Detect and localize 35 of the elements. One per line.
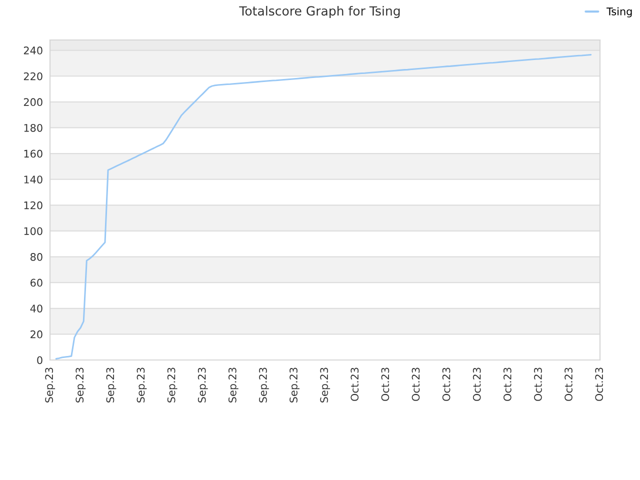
y-tick-label: 40 <box>30 304 42 312</box>
x-tick-label: Oct.23 <box>412 368 420 401</box>
x-tick-label: Oct.23 <box>564 368 572 401</box>
y-tick-label: 120 <box>24 201 42 210</box>
legend-label: Tsing <box>606 7 632 18</box>
y-tick-label: 20 <box>30 330 42 338</box>
x-tick-label: Sep.23 <box>290 368 300 402</box>
y-tick-label: 240 <box>24 46 42 54</box>
x-tick-label: Oct.23 <box>503 368 512 401</box>
x-tick-label: Sep.23 <box>198 368 208 402</box>
x-tick-label: Sep.23 <box>320 368 330 402</box>
y-tick-label: 0 <box>37 356 42 364</box>
x-tick-label: Sep.23 <box>136 368 147 402</box>
chart-title: Totalscore Graph for Tsing <box>239 6 400 18</box>
x-tick-label: Oct.23 <box>381 368 390 401</box>
x-tick-label: Sep.23 <box>259 368 269 402</box>
x-tick-label: Oct.23 <box>534 368 542 401</box>
x-tick-label: Oct.23 <box>472 368 481 401</box>
line-series <box>55 54 592 360</box>
x-tick-label: Sep.23 <box>76 368 86 402</box>
x-tick-label: Oct.23 <box>350 368 359 401</box>
y-tick-label: 160 <box>24 150 42 158</box>
x-tick-label: Sep.23 <box>167 368 178 402</box>
y-tick-label: 180 <box>24 124 42 132</box>
y-tick-label: 200 <box>24 98 42 106</box>
x-tick-label: Oct.23 <box>595 368 604 401</box>
x-tick-label: Sep.23 <box>228 368 238 402</box>
y-tick-label: 220 <box>24 72 42 80</box>
y-tick-label: 60 <box>30 278 42 287</box>
x-tick-label: Sep.23 <box>45 368 56 402</box>
x-tick-label: Sep.23 <box>106 368 116 402</box>
y-tick-label: 140 <box>24 176 42 184</box>
y-tick-label: 80 <box>30 253 42 261</box>
x-tick-label: Oct.23 <box>442 368 450 401</box>
y-tick-label: 100 <box>24 227 42 236</box>
